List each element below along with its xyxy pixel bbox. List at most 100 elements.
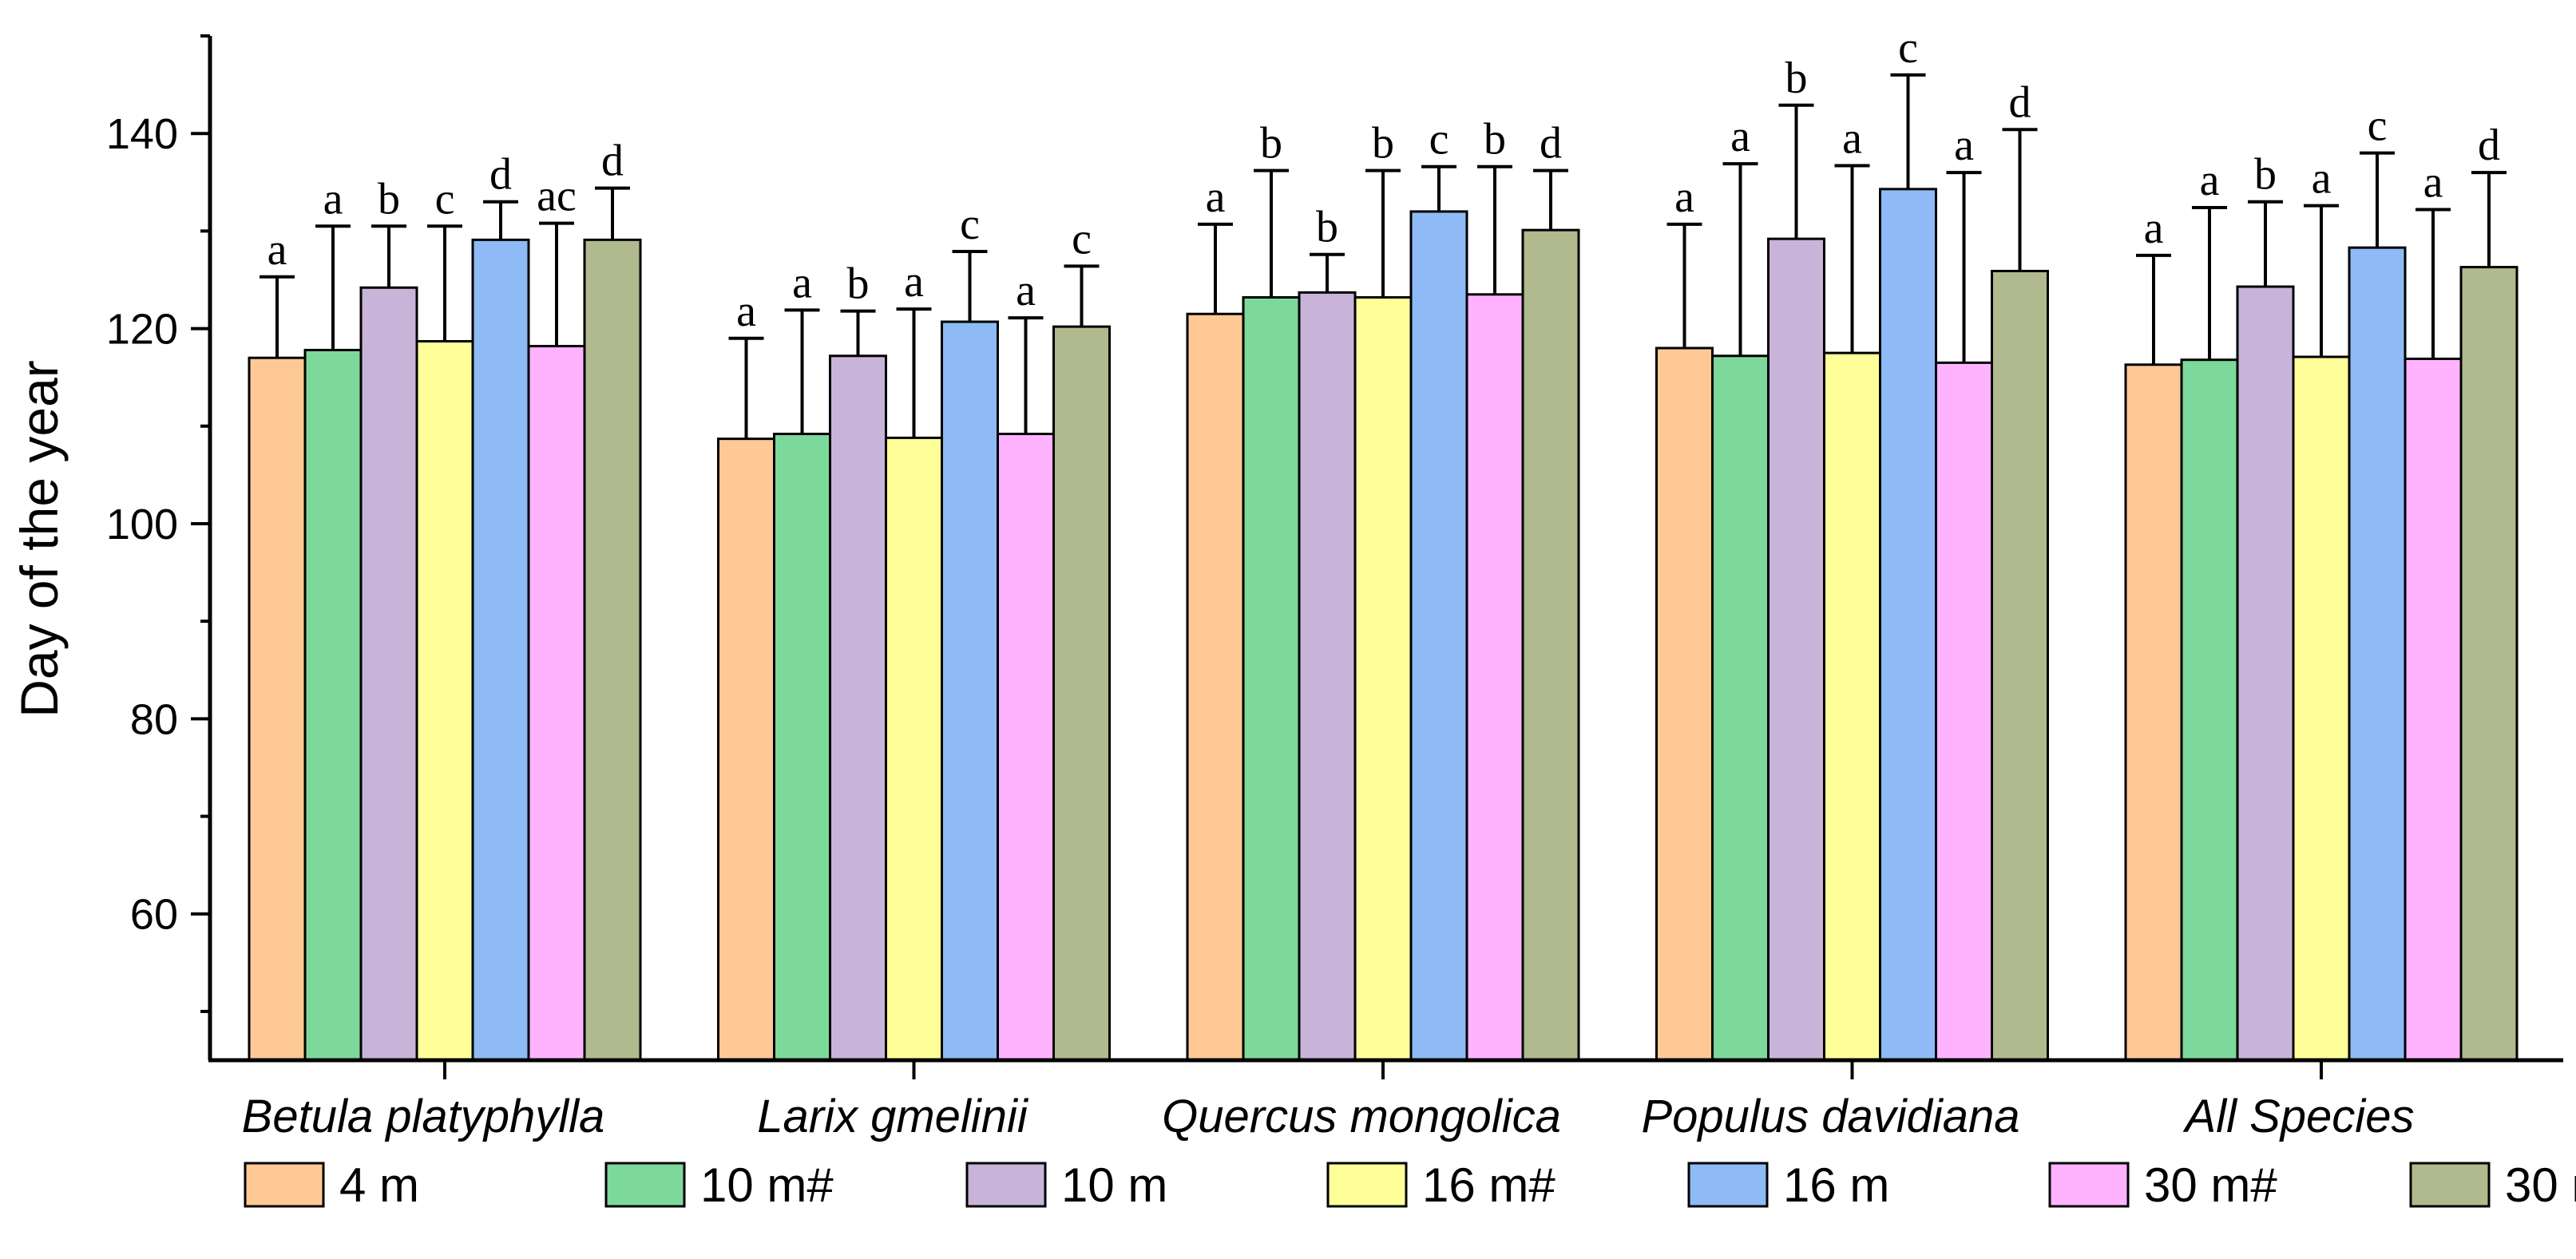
significance-label: b [378,174,400,224]
bar [415,339,474,1062]
bar [2404,357,2463,1062]
legend-swatch [1326,1162,1408,1208]
significance-label: a [2423,157,2443,207]
bar [1353,295,1413,1062]
significance-label: c [1898,23,1918,73]
legend-label: 16 m# [1422,1158,1556,1212]
significance-label: d [489,150,512,200]
significance-label: c [1072,214,1092,263]
significance-label: a [1674,172,1694,222]
legend-swatch [1687,1162,1769,1208]
significance-label: a [1842,114,1862,164]
legend-item: 16 m# [1326,1158,1556,1212]
error-bar [1310,252,1345,293]
bar [1052,325,1111,1062]
bar [1465,293,1524,1062]
significance-label: b [1260,119,1282,168]
legend-label: 10 m [1061,1158,1167,1212]
error-bar [1834,164,1870,354]
error-bar [1198,222,1233,315]
error-bar [952,250,988,323]
error-bar [371,224,406,288]
significance-label: a [1954,121,1974,170]
error-bar [1477,164,1512,295]
y-tick-label: 100 [106,501,178,548]
x-tick-label: All Species [2183,1091,2415,1142]
significance-label: c [1429,115,1449,164]
x-tick-label: Quercus mongolica [1162,1091,1561,1142]
error-bar [840,309,876,356]
bar [583,238,642,1062]
significance-label: ac [537,172,577,221]
bar [1298,291,1357,1062]
bar [1409,210,1468,1062]
bar [1242,295,1301,1062]
bar [1186,312,1245,1062]
error-bar [1946,171,1982,363]
legend-swatch [2409,1162,2491,1208]
legend-label: 30 m [2505,1158,2576,1212]
significance-label: c [960,200,980,249]
error-bar [315,224,351,350]
error-bar [1064,264,1100,327]
bar [717,437,775,1062]
error-bar [427,224,462,342]
error-bar [2136,253,2171,365]
error-bar [260,275,295,358]
bar [885,436,943,1062]
legend-item: 30 m# [2048,1158,2277,1212]
significance-label: a [1206,172,1226,222]
legend: 4 m 10 m# 10 m 16 m# 16 m 30 m# 30 m [244,1158,2576,1212]
error-bar [2002,128,2038,271]
significance-label: a [2144,204,2164,253]
bar [1879,188,1937,1062]
bar [773,433,831,1062]
bar [527,345,586,1062]
legend-label: 10 m# [700,1158,834,1212]
legend-swatch [2048,1162,2130,1208]
bar [1711,354,1770,1062]
error-bar [1778,103,1814,240]
bar [2292,355,2351,1062]
bar [829,354,887,1062]
significance-label: a [323,174,343,224]
legend-item: 10 m [965,1158,1167,1212]
legend-item: 10 m# [604,1158,834,1212]
significance-label: c [2368,101,2388,151]
bar [2348,246,2407,1062]
bar [2180,358,2239,1062]
bar [1521,228,1580,1062]
significance-label: b [1316,203,1338,252]
legend-swatch [965,1162,1047,1208]
legend-item: 16 m [1687,1158,1889,1212]
significance-label: a [268,225,287,275]
legend-label: 4 m [339,1158,419,1212]
error-bar [1008,316,1044,434]
significance-label: a [792,258,812,307]
legend-swatch [604,1162,686,1208]
bar [997,433,1055,1062]
error-bar [784,308,820,434]
significance-label: b [1785,53,1808,103]
error-bar [483,200,518,240]
significance-label: d [601,137,624,186]
bar [1767,237,1825,1062]
legend-swatch [244,1162,325,1208]
significance-label: b [2254,150,2277,200]
error-bars-layer [260,73,2507,439]
significance-label: a [736,287,756,336]
error-bar [1666,222,1702,349]
y-axis-title: Day of the year [10,360,69,718]
error-bar [2248,200,2283,287]
significance-label: d [2009,77,2031,127]
error-bar [2192,206,2227,360]
error-bar [1421,164,1456,212]
error-bar [2304,204,2339,358]
bar [941,320,999,1062]
bar [1935,361,1993,1062]
error-bar [896,307,932,438]
legend-label: 16 m [1783,1158,1889,1212]
legend-item: 30 m [2409,1158,2576,1212]
